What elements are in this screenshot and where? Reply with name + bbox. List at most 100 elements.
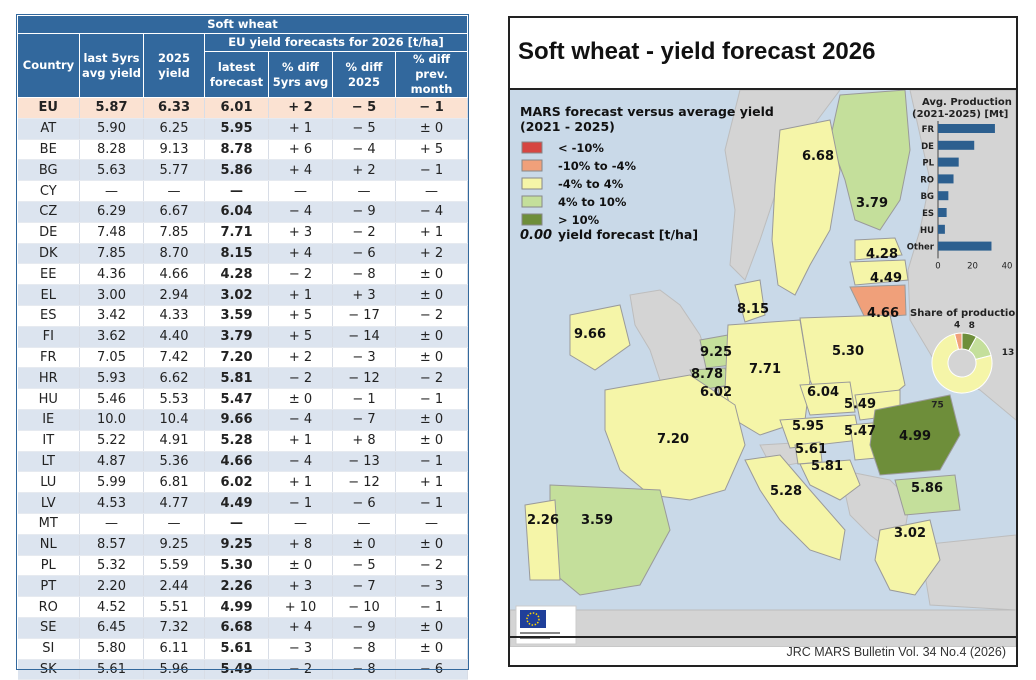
cell-diff-5yr: + 1 — [268, 284, 333, 306]
cell-forecast: 3.79 — [204, 326, 269, 348]
table-title: Soft wheat — [16, 15, 469, 34]
cell-diff-5yr: + 5 — [268, 305, 333, 327]
table-row: PT 2.20 2.44 2.26 + 3− 7− 3 — [17, 575, 469, 598]
cell-diff-2025: − 4 — [332, 139, 396, 161]
cell-country: NL — [17, 534, 80, 556]
bar — [938, 241, 992, 251]
cell-diff-2025: + 2 — [332, 159, 396, 182]
cell-5yr-avg: 7.48 — [79, 222, 144, 244]
cell-5yr-avg: 5.99 — [79, 471, 144, 494]
col-header-diff-2025: % diff 2025 — [332, 51, 396, 98]
cell-diff-prev: − 6 — [395, 659, 469, 680]
cell-diff-2025: − 5 — [332, 97, 396, 119]
pie-label: 75 — [931, 400, 944, 410]
table-row: SI 5.80 6.11 5.61− 3− 8 ± 0 — [17, 638, 469, 660]
cell-diff-5yr: + 4 — [268, 159, 333, 182]
cell-forecast: 6.04 — [204, 201, 269, 223]
cell-2025-yield: 6.81 — [143, 471, 205, 494]
pie-label: 8 — [969, 321, 975, 331]
cell-5yr-avg: 6.29 — [79, 201, 144, 223]
pie-title: Share of production[%] — [910, 308, 1016, 319]
cell-5yr-avg: 4.53 — [79, 492, 144, 514]
table-row: CZ 6.29 6.67 6.04− 4− 9− 4 — [17, 201, 469, 223]
cell-diff-prev: — — [395, 180, 469, 202]
cell-forecast: 7.20 — [204, 347, 269, 369]
cell-2025-yield: 4.33 — [143, 305, 205, 327]
cell-country: LV — [17, 492, 80, 514]
legend-swatch — [521, 177, 543, 190]
cell-diff-5yr: — — [268, 513, 333, 535]
cell-forecast: 4.28 — [204, 263, 269, 286]
cell-diff-2025: − 13 — [332, 451, 396, 473]
cell-5yr-avg: 5.93 — [79, 367, 144, 390]
cell-5yr-avg: 3.62 — [79, 326, 144, 348]
cell-diff-5yr: − 4 — [268, 451, 333, 473]
cell-diff-2025: − 8 — [332, 263, 396, 286]
country-cz — [799, 381, 856, 416]
cell-diff-2025: − 9 — [332, 617, 396, 639]
country-pt — [524, 499, 561, 581]
cell-forecast: 6.01 — [204, 97, 269, 119]
map-legend: MARS forecast versus average yield (2021… — [520, 104, 774, 243]
cell-5yr-avg: — — [79, 513, 144, 535]
cell-country: CZ — [17, 201, 80, 223]
cell-diff-prev: − 2 — [395, 305, 469, 327]
cell-forecast: 5.81 — [204, 367, 269, 390]
cell-diff-5yr: + 4 — [268, 243, 333, 265]
cell-diff-prev: ± 0 — [395, 638, 469, 660]
cell-diff-5yr: − 4 — [268, 201, 333, 223]
cell-2025-yield: 7.85 — [143, 222, 205, 244]
cell-country: DE — [17, 222, 80, 244]
cell-diff-2025: − 6 — [332, 492, 396, 514]
label-lu: 6.02 — [700, 385, 732, 400]
cell-diff-prev: − 1 — [395, 159, 469, 182]
table-row: SE 6.45 7.32 6.68 + 4− 9 ± 0 — [17, 617, 469, 639]
cell-forecast: 9.25 — [204, 534, 269, 556]
table-row: PL 5.32 5.59 5.30 ± 0− 5− 2 — [17, 555, 469, 577]
cell-forecast: 5.47 — [204, 388, 269, 410]
cell-diff-5yr: + 1 — [268, 118, 333, 140]
production-bar-chart: Avg. Production (2021-2025) [Mt] FR DE PL R… — [907, 97, 1013, 271]
cell-forecast: — — [204, 180, 269, 202]
legend-swatch — [521, 159, 543, 172]
cell-country: AT — [17, 118, 80, 140]
cell-2025-yield: 9.13 — [143, 139, 205, 161]
cell-country: DK — [17, 243, 80, 265]
country-el — [874, 519, 941, 596]
country-ee — [854, 237, 903, 261]
table-row: RO 4.52 5.51 4.99 + 10− 10− 1 — [17, 596, 469, 618]
cell-5yr-avg: 5.63 — [79, 159, 144, 182]
bar — [938, 208, 947, 217]
cell-country: CY — [17, 180, 80, 202]
cell-diff-prev: ± 0 — [395, 430, 469, 452]
cell-forecast: 5.28 — [204, 430, 269, 452]
cell-2025-yield: 6.33 — [143, 97, 205, 119]
cell-country: LU — [17, 471, 80, 494]
cell-2025-yield: 4.77 — [143, 492, 205, 514]
cell-diff-2025: — — [332, 180, 396, 202]
cell-diff-prev: + 5 — [395, 139, 469, 161]
country-lv — [849, 259, 909, 286]
bar-category-label: BG — [921, 192, 934, 202]
legend-swatch — [521, 141, 543, 154]
cell-country: ES — [17, 305, 80, 327]
table-row: MT — — — — — — — [17, 513, 469, 535]
country-se — [771, 119, 841, 296]
cell-diff-5yr: − 3 — [268, 638, 333, 660]
cell-country: EL — [17, 284, 80, 306]
table-row: NL 8.57 9.25 9.25 + 8 ± 0 ± 0 — [17, 534, 469, 556]
cell-diff-2025: − 10 — [332, 596, 396, 618]
cell-5yr-avg: 4.36 — [79, 263, 144, 286]
label-pt: 2.26 — [527, 513, 559, 528]
cell-forecast: 4.99 — [204, 596, 269, 618]
country-it — [744, 454, 846, 561]
bar-category-label: Other — [907, 243, 935, 253]
cell-diff-prev: — — [395, 513, 469, 535]
cell-diff-prev: ± 0 — [395, 347, 469, 369]
cell-5yr-avg: 10.0 — [79, 409, 144, 431]
table-row: DK 7.85 8.70 8.15 + 4− 6 + 2 — [17, 243, 469, 265]
cell-2025-yield: 5.59 — [143, 555, 205, 577]
cell-5yr-avg: 3.42 — [79, 305, 144, 327]
label-lv: 4.49 — [870, 271, 902, 286]
cell-diff-prev: ± 0 — [395, 326, 469, 348]
